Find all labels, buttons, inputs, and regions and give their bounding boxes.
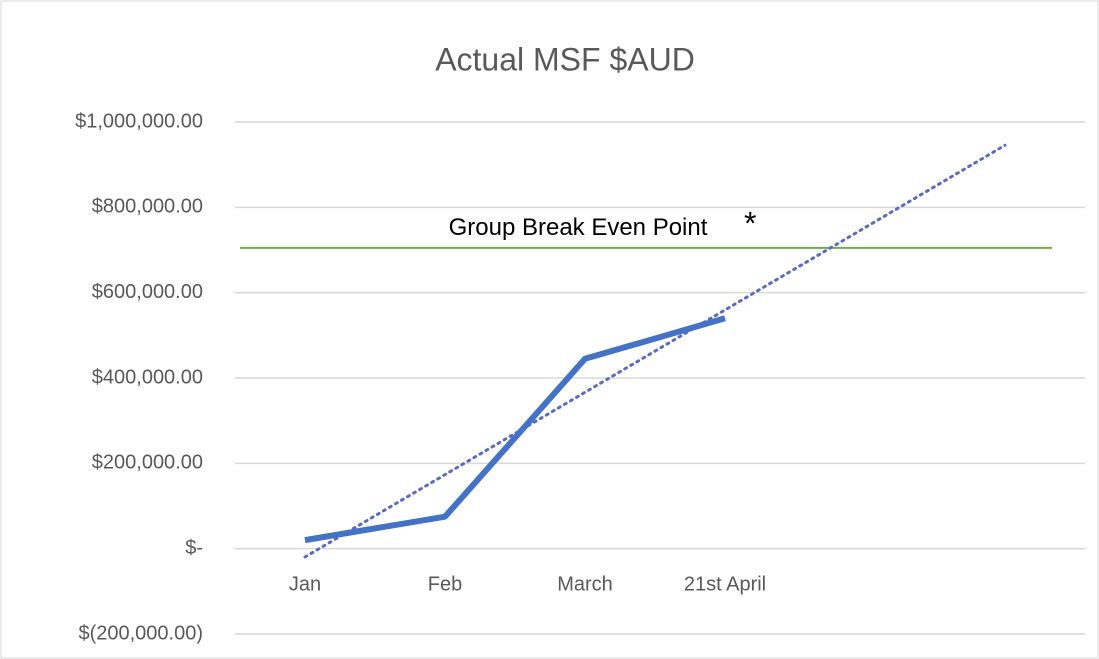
trendline (303, 143, 1007, 559)
x-tick-label: Jan (289, 573, 321, 595)
y-tick-label: $1,000,000.00 (75, 110, 203, 132)
y-tick-label: $400,000.00 (92, 366, 203, 388)
y-tick-label: $(200,000.00) (78, 622, 203, 644)
x-tick-label: 21st April (684, 573, 766, 595)
y-tick-label: $200,000.00 (92, 452, 203, 474)
y-tick-label: $600,000.00 (92, 281, 203, 303)
x-tick-label: March (557, 573, 613, 595)
reference-label: Group Break Even Point (449, 214, 708, 241)
y-tick-label: $800,000.00 (92, 196, 203, 218)
series-line (304, 315, 726, 544)
annotation: * (744, 205, 756, 241)
chart-title: Actual MSF $AUD (435, 41, 695, 77)
y-tick-label: $- (185, 537, 203, 559)
x-tick-label: Feb (428, 573, 462, 595)
